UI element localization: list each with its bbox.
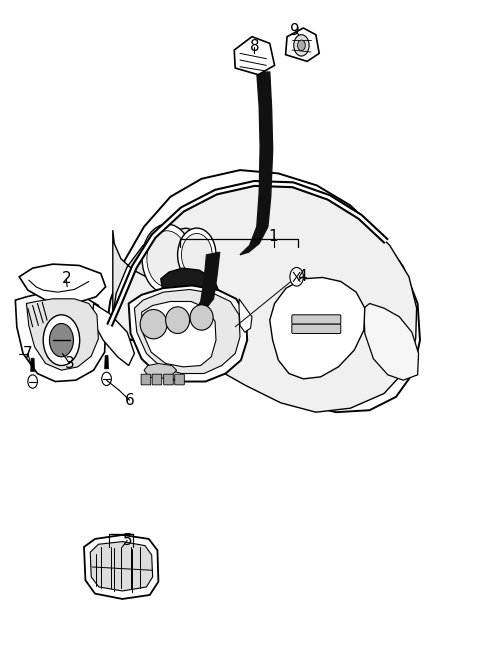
Circle shape	[102, 372, 111, 386]
Circle shape	[147, 231, 187, 287]
Circle shape	[178, 228, 216, 281]
Text: 9: 9	[290, 23, 300, 37]
Polygon shape	[162, 289, 218, 332]
Circle shape	[43, 315, 80, 366]
Text: 3: 3	[65, 356, 74, 371]
Circle shape	[28, 375, 37, 388]
Polygon shape	[106, 170, 420, 412]
Polygon shape	[108, 184, 417, 412]
Polygon shape	[286, 28, 319, 61]
Ellipse shape	[190, 305, 213, 330]
Ellipse shape	[140, 309, 167, 339]
Ellipse shape	[166, 307, 190, 334]
Polygon shape	[26, 299, 98, 370]
Polygon shape	[270, 277, 365, 379]
Polygon shape	[240, 72, 273, 255]
Text: 8: 8	[250, 39, 259, 54]
Circle shape	[167, 287, 177, 300]
Circle shape	[298, 40, 305, 51]
Circle shape	[197, 299, 206, 312]
Polygon shape	[234, 37, 275, 75]
Polygon shape	[90, 542, 153, 591]
Polygon shape	[105, 356, 108, 369]
FancyBboxPatch shape	[164, 374, 173, 385]
Polygon shape	[15, 293, 106, 382]
Text: 7: 7	[23, 346, 33, 361]
Polygon shape	[134, 289, 240, 374]
FancyBboxPatch shape	[175, 374, 184, 385]
Polygon shape	[129, 285, 247, 382]
Circle shape	[187, 296, 197, 309]
Text: 4: 4	[298, 269, 307, 284]
FancyBboxPatch shape	[141, 374, 151, 385]
FancyBboxPatch shape	[292, 324, 341, 334]
Polygon shape	[194, 252, 220, 312]
Polygon shape	[142, 301, 216, 367]
Circle shape	[290, 267, 303, 286]
Polygon shape	[144, 364, 177, 379]
Circle shape	[49, 323, 73, 357]
Polygon shape	[161, 268, 220, 321]
Polygon shape	[239, 299, 252, 332]
FancyBboxPatch shape	[152, 374, 162, 385]
Text: 6: 6	[125, 393, 134, 408]
Polygon shape	[113, 228, 215, 317]
Circle shape	[142, 224, 192, 293]
Polygon shape	[364, 303, 419, 380]
Circle shape	[178, 292, 187, 305]
Text: 5: 5	[122, 533, 132, 548]
Polygon shape	[92, 303, 134, 366]
Polygon shape	[31, 358, 35, 372]
Text: 1: 1	[269, 229, 278, 244]
Polygon shape	[19, 264, 106, 303]
Polygon shape	[84, 535, 158, 599]
FancyBboxPatch shape	[292, 315, 341, 324]
Text: 2: 2	[61, 271, 71, 286]
Circle shape	[181, 233, 212, 276]
Circle shape	[294, 35, 309, 56]
